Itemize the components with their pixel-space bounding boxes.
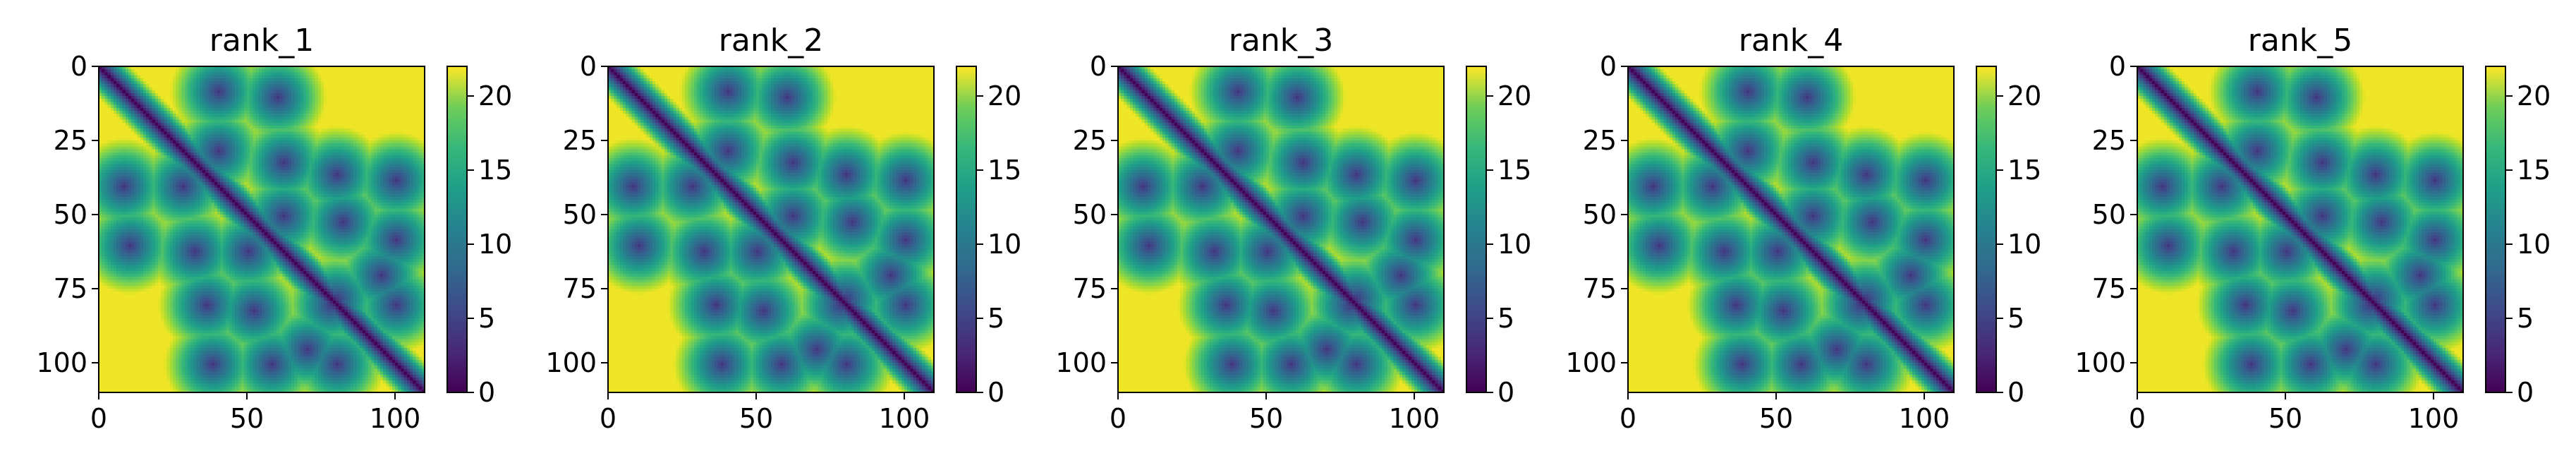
- heatmap-image: [1628, 66, 1954, 392]
- y-tick-label: 100: [545, 347, 597, 378]
- y-tick-label: 75: [54, 273, 87, 304]
- colorbar-tick-label: 5: [988, 303, 1004, 334]
- x-tick-label: 0: [600, 403, 616, 434]
- colorbar-tick-label: 0: [1497, 377, 1514, 408]
- colorbar-tick-label: 10: [2517, 229, 2551, 260]
- colorbar: [1466, 66, 1486, 392]
- chart-title: rank_3: [1229, 23, 1333, 59]
- plot-frame: [1627, 66, 1955, 393]
- y-tick-label: 0: [2109, 51, 2126, 82]
- colorbar-tick-label: 10: [1497, 229, 1531, 260]
- colorbar-frame: [1466, 66, 1487, 393]
- plot-frame: [2137, 66, 2464, 393]
- colorbar-frame: [2485, 66, 2506, 393]
- x-tick-label: 50: [230, 403, 264, 434]
- y-tick-label: 0: [580, 51, 597, 82]
- colorbar: [956, 66, 976, 392]
- plot-frame: [1117, 66, 1445, 393]
- y-tick-label: 0: [1600, 51, 1617, 82]
- x-tick-label: 100: [879, 403, 930, 434]
- x-tick-label: 100: [1899, 403, 1950, 434]
- y-tick-label: 75: [1073, 273, 1107, 304]
- colorbar-tick-label: 15: [1497, 155, 1531, 186]
- x-tick-label: 0: [1620, 403, 1636, 434]
- y-tick-label: 100: [1565, 347, 1617, 378]
- x-tick-label: 0: [1110, 403, 1126, 434]
- x-tick-label: 100: [1389, 403, 1440, 434]
- x-tick-label: 100: [2408, 403, 2460, 434]
- colorbar-tick-label: 20: [2517, 80, 2551, 112]
- y-tick-label: 25: [1073, 125, 1107, 156]
- heatmap-image: [2137, 66, 2463, 392]
- x-tick-label: 0: [2129, 403, 2146, 434]
- colorbar-tick-label: 5: [1497, 303, 1514, 334]
- x-tick-label: 50: [739, 403, 773, 434]
- colorbar-tick-label: 20: [478, 80, 512, 112]
- chart-title: rank_4: [1739, 23, 1843, 59]
- colorbar-frame: [446, 66, 468, 393]
- colorbar-tick-label: 10: [2007, 229, 2041, 260]
- chart-title: rank_2: [719, 23, 823, 59]
- colorbar: [2486, 66, 2505, 392]
- heatmap-image: [608, 66, 934, 392]
- y-tick-label: 75: [2092, 273, 2126, 304]
- x-tick-label: 100: [370, 403, 421, 434]
- y-tick-label: 25: [1583, 125, 1617, 156]
- heatmap-image: [1118, 66, 1444, 392]
- colorbar-tick-label: 20: [2007, 80, 2041, 112]
- colorbar-tick-label: 5: [2517, 303, 2534, 334]
- heatmap-image: [99, 66, 425, 392]
- x-tick-label: 50: [2268, 403, 2302, 434]
- y-tick-label: 0: [1090, 51, 1107, 82]
- y-tick-label: 75: [1583, 273, 1617, 304]
- y-tick-label: 100: [36, 347, 87, 378]
- plot-frame: [98, 66, 425, 393]
- y-tick-label: 50: [1073, 199, 1107, 230]
- colorbar-frame: [1976, 66, 1997, 393]
- y-tick-label: 75: [563, 273, 597, 304]
- colorbar-tick-label: 0: [988, 377, 1004, 408]
- colorbar-tick-label: 15: [988, 155, 1021, 186]
- y-tick-label: 25: [2092, 125, 2126, 156]
- colorbar-tick-label: 15: [2007, 155, 2041, 186]
- colorbar-tick-label: 0: [2007, 377, 2024, 408]
- y-tick-label: 25: [563, 125, 597, 156]
- colorbar-tick-label: 20: [988, 80, 1021, 112]
- x-tick-label: 50: [1759, 403, 1793, 434]
- colorbar-tick-label: 5: [2007, 303, 2024, 334]
- colorbar-tick-label: 15: [2517, 155, 2551, 186]
- y-tick-label: 50: [54, 199, 87, 230]
- colorbar-tick-label: 5: [478, 303, 495, 334]
- y-tick-label: 100: [2074, 347, 2126, 378]
- colorbar: [447, 66, 467, 392]
- y-tick-label: 25: [54, 125, 87, 156]
- colorbar-tick-label: 10: [988, 229, 1021, 260]
- plot-frame: [607, 66, 935, 393]
- colorbar-tick-label: 10: [478, 229, 512, 260]
- y-tick-label: 50: [563, 199, 597, 230]
- chart-title: rank_1: [209, 23, 314, 59]
- colorbar-tick-label: 20: [1497, 80, 1531, 112]
- y-tick-label: 100: [1055, 347, 1107, 378]
- y-tick-label: 50: [2092, 199, 2126, 230]
- colorbar: [1976, 66, 1996, 392]
- chart-title: rank_5: [2248, 23, 2352, 59]
- y-tick-label: 0: [71, 51, 87, 82]
- colorbar-tick-label: 0: [2517, 377, 2534, 408]
- x-tick-label: 50: [1249, 403, 1283, 434]
- x-tick-label: 0: [90, 403, 107, 434]
- y-tick-label: 50: [1583, 199, 1617, 230]
- colorbar-tick-label: 0: [478, 377, 495, 408]
- colorbar-frame: [956, 66, 977, 393]
- colorbar-tick-label: 15: [478, 155, 512, 186]
